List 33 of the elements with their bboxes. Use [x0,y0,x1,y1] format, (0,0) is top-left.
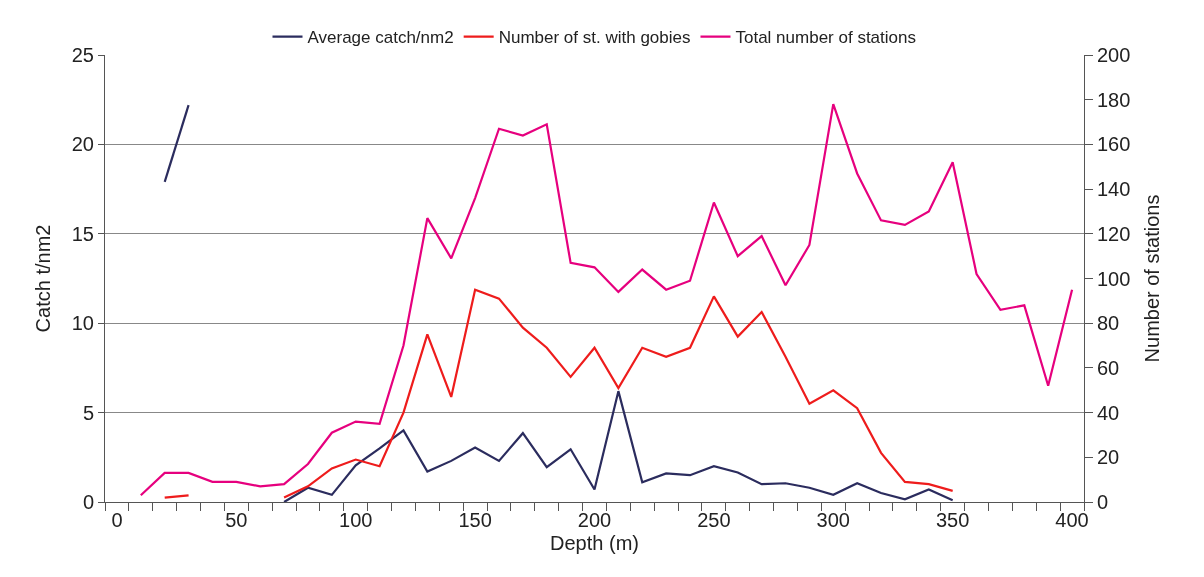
y-tick-label: 0 [82,491,94,513]
y2-tick-label: 20 [1097,446,1120,469]
y-tick-label: 15 [71,222,94,245]
y2-tick-label: 180 [1097,88,1131,111]
x-tick-label: 200 [577,509,612,531]
y2-tick-label: 80 [1097,312,1120,335]
y-tick-label: 5 [82,401,94,424]
x-tick-label: 0 [111,509,123,531]
y2-tick-label: 160 [1097,133,1131,156]
x-tick-label: 350 [935,509,970,531]
legend-label: Average catch/nm2 [307,28,454,48]
y2-axis-title: Number of stations [1140,194,1163,363]
y2-tick-label: 100 [1097,267,1131,290]
y2-tick-label: 140 [1097,178,1131,201]
x-tick-label: 250 [697,509,731,531]
x-tick-label: 400 [1055,509,1089,531]
y-tick-label: 10 [71,312,94,335]
x-tick-label: 300 [816,509,850,531]
y-tick-label: 20 [71,133,94,156]
legend-label: Number of st. with gobies [498,28,691,48]
y2-tick-label: 0 [1097,491,1109,513]
x-tick-label: 100 [339,509,373,531]
y-axis-title: Catch t/nm2 [32,224,55,333]
line-series [139,103,1074,497]
y2-tick-label: 120 [1097,222,1131,245]
y2-tick-label: 200 [1097,44,1131,66]
x-axis-title: Depth (m) [550,531,639,554]
y2-tick-label: 40 [1097,401,1120,424]
legend-label: Total number of stations [735,28,916,48]
x-tick-label: 50 [225,509,248,531]
y2-tick-label: 60 [1097,356,1120,379]
y-tick-label: 25 [71,44,94,66]
x-tick-label: 150 [458,509,492,531]
